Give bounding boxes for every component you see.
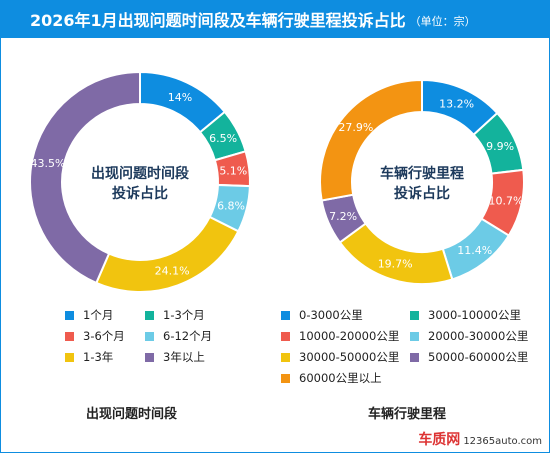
legend-label: 3-6个月 xyxy=(83,329,125,343)
legend-label: 1-3个月 xyxy=(163,308,205,322)
legend-item: 6-12个月 xyxy=(145,328,212,344)
caption-time-period: 出现问题时间段 xyxy=(86,407,178,422)
legend-label: 60000公里以上 xyxy=(299,371,382,385)
watermark: 车质网 12365auto.com xyxy=(418,429,542,449)
watermark-site: 12365auto.com xyxy=(463,436,542,447)
legend-swatch xyxy=(281,373,290,383)
slice-value-label: 13.2% xyxy=(439,97,474,110)
slice-value-label: 10.7% xyxy=(489,194,524,207)
donut-center-label: 投诉占比 xyxy=(112,185,168,202)
legend-item: 0-3000公里 xyxy=(281,307,363,323)
header-bar: 2026年1月出现问题时间段及车辆行驶里程投诉占比 （单位：宗） xyxy=(0,0,550,38)
legend-item: 1个月 xyxy=(65,307,113,323)
slice-value-label: 14% xyxy=(168,91,192,104)
legend-swatch xyxy=(281,310,290,320)
legend-label: 1个月 xyxy=(83,308,114,322)
legend-label: 1-3年 xyxy=(83,350,114,364)
slice-value-label: 43.5% xyxy=(30,157,65,170)
slice-value-label: 6.5% xyxy=(209,132,237,145)
legend-label: 3000-10000公里 xyxy=(428,308,521,322)
donut-center-label: 投诉占比 xyxy=(394,185,450,202)
legend-swatch xyxy=(410,331,419,341)
legend-swatch xyxy=(410,352,419,362)
donut-center-label: 出现问题时间段 xyxy=(91,165,189,182)
legend-item: 30000-50000公里 xyxy=(281,349,399,365)
legend-swatch xyxy=(65,310,74,320)
legend-label: 50000-60000公里 xyxy=(428,350,529,364)
donut-mileage: 13.2% 9.9% 10.7% 11.4% 19.7% 7.2% 27.9% 车辆行驶里程投… xyxy=(319,78,525,285)
legend-item: 10000-20000公里 xyxy=(281,328,399,344)
donut-slice xyxy=(29,70,141,285)
legend-swatch xyxy=(65,331,74,341)
donut-center-label: 车辆行驶里程 xyxy=(380,165,464,182)
slice-value-label: 7.2% xyxy=(329,210,357,223)
legend-item: 20000-30000公里 xyxy=(410,328,528,344)
slice-value-label: 24.1% xyxy=(155,264,190,277)
legend-label: 0-3000公里 xyxy=(299,308,363,322)
legend-swatch xyxy=(410,310,419,320)
legend-item: 3000-10000公里 xyxy=(410,307,521,323)
legend-item: 1-3个月 xyxy=(145,307,205,323)
slice-value-label: 11.4% xyxy=(457,244,492,257)
legend-item: 1-3年 xyxy=(65,349,113,365)
slice-value-label: 6.8% xyxy=(217,199,245,212)
caption-mileage: 车辆行驶里程 xyxy=(368,407,447,422)
legend-label: 10000-20000公里 xyxy=(299,329,400,343)
unit-label: （单位：宗） xyxy=(409,14,476,28)
legend-item: 3-6个月 xyxy=(65,328,125,344)
legend-item: 50000-60000公里 xyxy=(410,349,528,365)
legend-label: 6-12个月 xyxy=(163,329,213,343)
slice-value-label: 27.9% xyxy=(338,121,373,134)
slice-value-label: 19.7% xyxy=(378,258,413,271)
legend-label: 3年以上 xyxy=(163,350,205,364)
chart-title: 2026年1月出现问题时间段及车辆行驶里程投诉占比 xyxy=(30,11,406,30)
donut-slice xyxy=(319,78,423,202)
legend-swatch xyxy=(281,331,290,341)
legend-item: 3年以上 xyxy=(145,349,205,365)
legend-item: 60000公里以上 xyxy=(281,370,382,386)
legend-label: 20000-30000公里 xyxy=(428,329,529,343)
watermark-brand: 车质网 xyxy=(418,432,461,448)
slice-value-label: 5.1% xyxy=(219,165,247,178)
legend-swatch xyxy=(65,352,74,362)
legend-swatch xyxy=(145,352,154,362)
legend-swatch xyxy=(281,352,290,362)
legend-swatch xyxy=(145,310,154,320)
slice-value-label: 9.9% xyxy=(486,140,514,153)
legend-swatch xyxy=(145,331,154,341)
legend-label: 30000-50000公里 xyxy=(299,350,400,364)
